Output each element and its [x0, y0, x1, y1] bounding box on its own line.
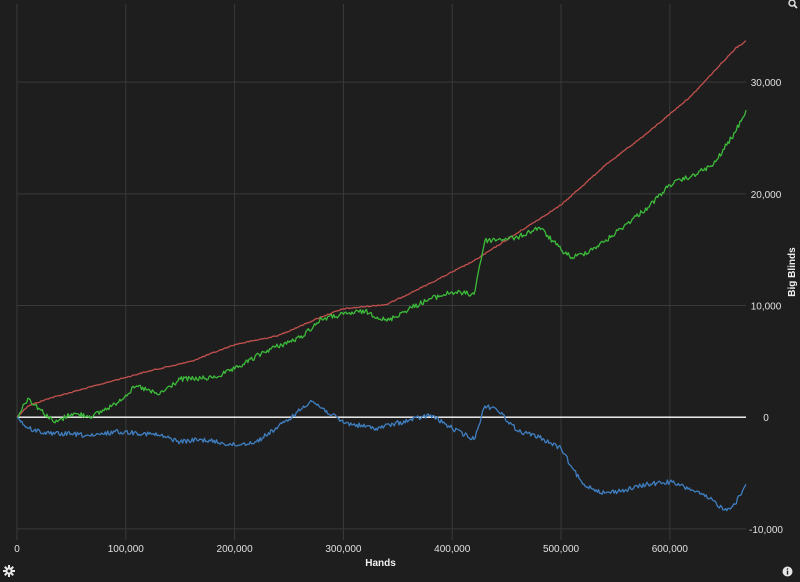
magnifier-icon[interactable] — [788, 0, 800, 10]
gear-icon[interactable] — [2, 564, 16, 578]
x-tick-label: 0 — [14, 544, 20, 555]
y-tick-label: 20,000 — [751, 190, 782, 201]
x-tick-label: 200,000 — [217, 544, 254, 555]
series-lines — [16, 40, 747, 512]
x-axis-title: Hands — [365, 558, 396, 569]
x-tick-label: 100,000 — [108, 544, 145, 555]
x-tick-labels: 0 100,000 200,000 300,000 400,000 500,000 600,… — [14, 544, 688, 555]
x-tick-label: 400,000 — [434, 544, 471, 555]
x-tick-label: 600,000 — [652, 544, 689, 555]
series-line-1 — [16, 40, 747, 418]
y-tick-labels: -10,000 0 10,000 20,000 30,000 — [749, 78, 783, 536]
y-axis-title: Big Blinds — [787, 247, 798, 297]
x-gridlines — [16, 4, 671, 540]
x-tick-label: 500,000 — [543, 544, 580, 555]
y-tick-label: 10,000 — [751, 302, 782, 313]
y-tick-label: 30,000 — [751, 78, 782, 89]
y-tick-label: 0 — [763, 413, 769, 424]
info-icon[interactable] — [780, 564, 794, 578]
y-tick-label: -10,000 — [749, 525, 783, 536]
series-line-2 — [16, 109, 747, 424]
series-line-3 — [16, 399, 747, 512]
x-tick-label: 300,000 — [325, 544, 362, 555]
